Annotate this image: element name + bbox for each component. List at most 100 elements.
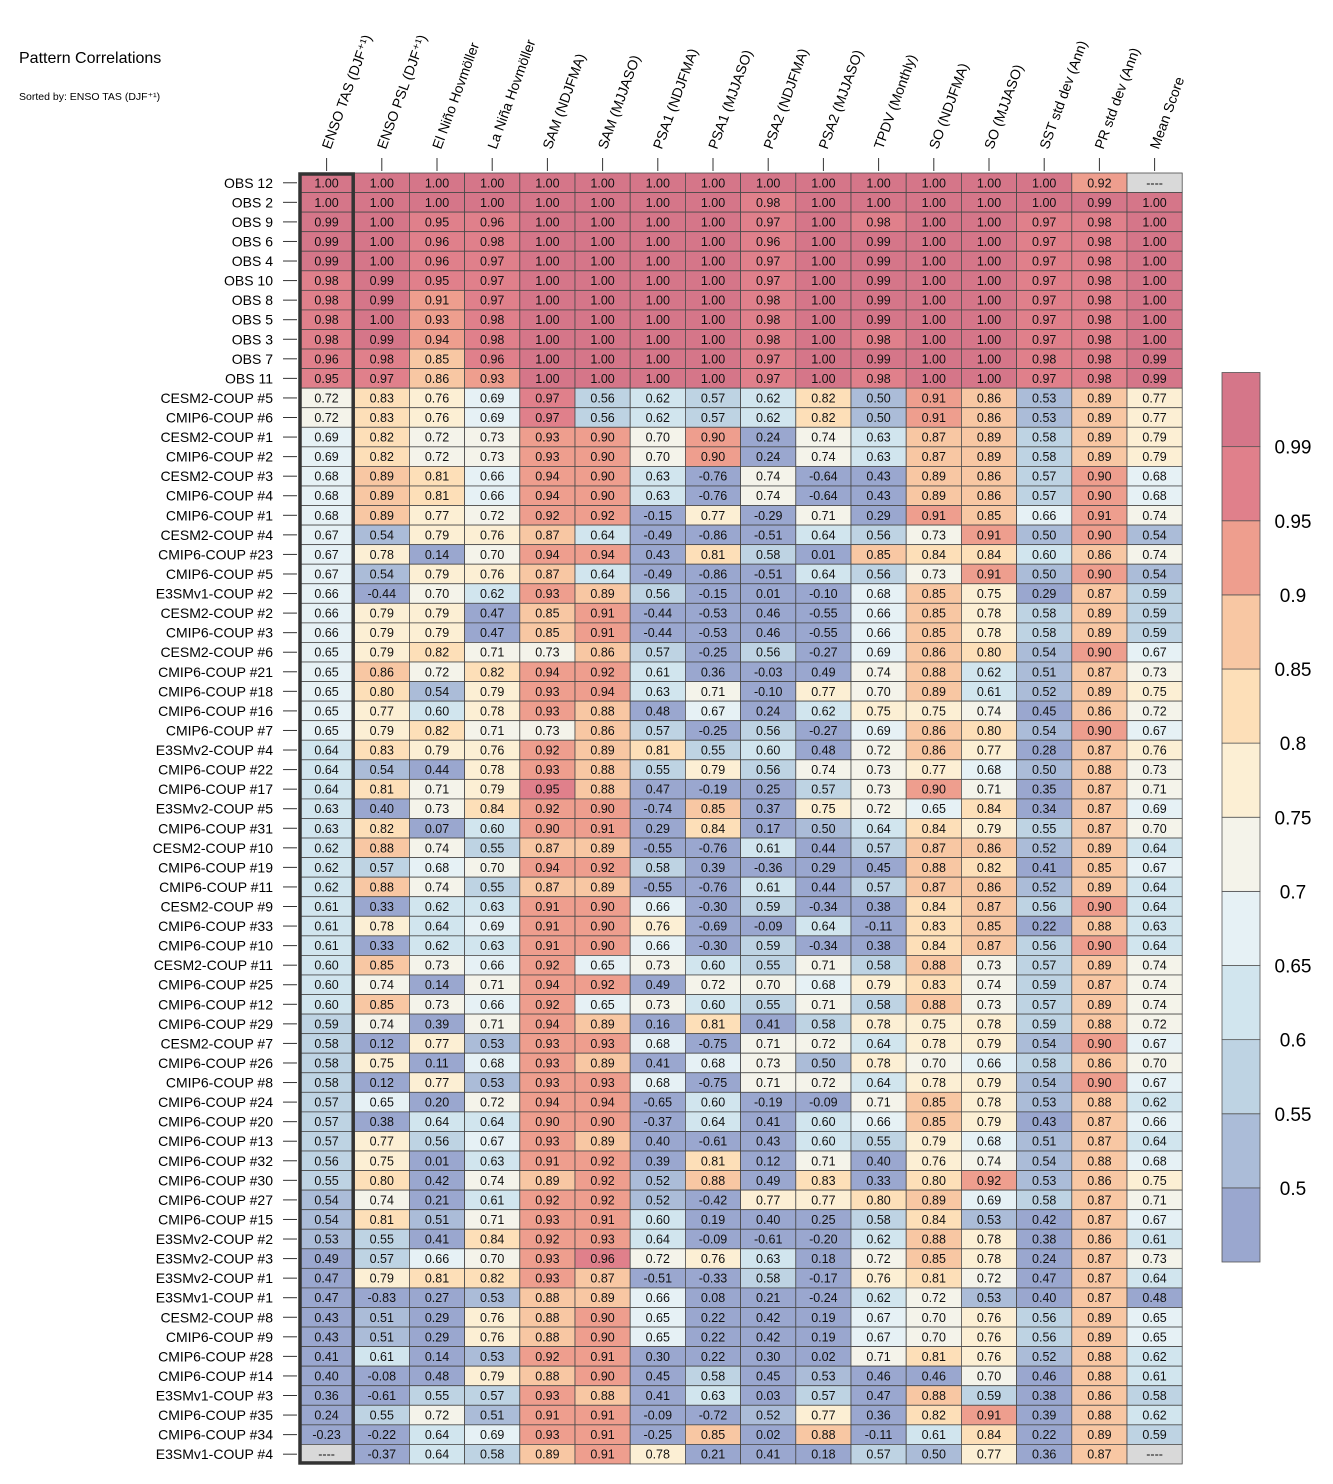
cell-value-label: 0.60 <box>480 822 504 836</box>
cell-value-label: 0.88 <box>590 1389 614 1403</box>
row-label: E3SMv2-COUP #4 <box>156 742 273 758</box>
cell-value-label: 0.96 <box>425 235 449 249</box>
cell-value-label: 0.73 <box>756 1056 780 1070</box>
cell-value-label: 0.58 <box>314 1076 338 1090</box>
cell-value-label: 0.86 <box>590 646 614 660</box>
cell-value-label: 0.89 <box>977 450 1001 464</box>
cell-value-label: 1.00 <box>1142 255 1166 269</box>
row-label: CMIP6-COUP #5 <box>166 566 273 582</box>
cell-value-label: 0.54 <box>314 1213 338 1227</box>
cell-value-label: 1.00 <box>535 313 559 327</box>
cell-value-label: 1.00 <box>1142 196 1166 210</box>
heatmap-cell <box>1126 1444 1183 1465</box>
cell-value-label: 0.87 <box>1087 1115 1111 1129</box>
cell-value-label: -0.15 <box>699 587 728 601</box>
cell-value-label: 1.00 <box>590 274 614 288</box>
cell-value-label: 0.87 <box>1087 802 1111 816</box>
cell-value-label: 0.97 <box>756 215 780 229</box>
cell-value-label: 0.30 <box>756 1350 780 1364</box>
cell-value-label: 0.97 <box>1032 255 1056 269</box>
cell-value-label: 0.99 <box>866 294 890 308</box>
cell-value-label: 0.45 <box>646 1369 670 1383</box>
cell-value-label: 0.01 <box>811 548 835 562</box>
cell-value-label: 0.25 <box>756 783 780 797</box>
colorbar-tick-label: 0.5 <box>1280 1179 1306 1200</box>
cell-value-label: 0.49 <box>646 978 670 992</box>
cell-value-label: 0.01 <box>425 1154 449 1168</box>
cell-value-label: 0.57 <box>866 1448 890 1462</box>
cell-value-label: -0.25 <box>644 1428 673 1442</box>
cell-value-label: 0.98 <box>314 274 338 288</box>
cell-value-label: 0.70 <box>922 1330 946 1344</box>
cell-value-label: 0.82 <box>480 665 504 679</box>
cell-value-label: 0.88 <box>1087 1017 1111 1031</box>
cell-value-label: -0.53 <box>699 626 728 640</box>
cell-value-label: 0.61 <box>922 1428 946 1442</box>
cell-value-label: 0.68 <box>977 1135 1001 1149</box>
cell-value-label: 1.00 <box>535 372 559 386</box>
cell-value-label: 0.73 <box>922 567 946 581</box>
cell-value-label: -0.23 <box>312 1428 341 1442</box>
column-label: PR std dev (Ann) <box>1091 45 1142 151</box>
colorbar-segment <box>1221 816 1261 892</box>
cell-value-label: 0.66 <box>314 587 338 601</box>
cell-value-label: 0.21 <box>756 1291 780 1305</box>
cell-value-label: ---- <box>1146 176 1163 190</box>
cell-value-label: 0.57 <box>811 783 835 797</box>
cell-value-label: 0.16 <box>646 1017 670 1031</box>
cell-value-label: 0.91 <box>535 920 559 934</box>
cell-value-label: 0.52 <box>756 1409 780 1423</box>
row-label: OBS 2 <box>232 194 273 210</box>
cell-value-label: 0.86 <box>977 470 1001 484</box>
cell-value-label: 0.64 <box>1142 841 1166 855</box>
cell-value-label: -0.17 <box>809 1272 838 1286</box>
cell-value-label: 0.40 <box>646 1135 670 1149</box>
cell-value-label: 0.71 <box>425 783 449 797</box>
cell-value-label: 0.67 <box>866 1330 890 1344</box>
cell-value-label: -0.44 <box>644 626 673 640</box>
row-label: CMIP6-COUP #11 <box>159 879 273 895</box>
cell-value-label: 0.81 <box>425 470 449 484</box>
cell-value-label: 0.62 <box>314 861 338 875</box>
cell-value-label: -0.27 <box>809 646 838 660</box>
cell-value-label: 0.74 <box>1142 509 1166 523</box>
cell-value-label: 0.90 <box>535 822 559 836</box>
cell-value-label: 0.76 <box>480 528 504 542</box>
cell-value-label: 0.84 <box>977 1428 1001 1442</box>
cell-value-label: 0.71 <box>480 646 504 660</box>
cell-value-label: 0.63 <box>480 900 504 914</box>
cell-value-label: 0.88 <box>590 763 614 777</box>
cell-value-label: 0.54 <box>1032 1154 1056 1168</box>
cell-value-label: 0.19 <box>701 1213 725 1227</box>
cell-value-label: 0.43 <box>756 1135 780 1149</box>
cell-value-label: 0.98 <box>1087 333 1111 347</box>
cell-value-label: 0.63 <box>866 450 890 464</box>
cell-value-label: -0.22 <box>368 1428 397 1442</box>
cell-value-label: 0.89 <box>922 1193 946 1207</box>
cell-value-label: 0.68 <box>314 470 338 484</box>
cell-value-label: 1.00 <box>535 176 559 190</box>
cell-value-label: 0.98 <box>866 333 890 347</box>
row-label: CMIP6-COUP #21 <box>158 664 273 680</box>
cell-value-label: 0.71 <box>1142 783 1166 797</box>
column-label: SST std dev (Ann) <box>1036 38 1090 151</box>
sort-column-highlight <box>298 172 355 1465</box>
cell-value-label: 0.55 <box>866 1135 890 1149</box>
cell-value-label: 0.63 <box>756 1252 780 1266</box>
cell-value-label: 0.22 <box>701 1311 725 1325</box>
cell-value-label: 0.92 <box>590 1174 614 1188</box>
cell-value-label: 0.68 <box>480 1056 504 1070</box>
cell-value-label: 0.88 <box>1087 763 1111 777</box>
cell-value-label: 0.57 <box>314 1115 338 1129</box>
cell-value-label: 1.00 <box>646 196 670 210</box>
cell-value-label: 0.93 <box>535 1076 559 1090</box>
cell-value-label: 0.89 <box>590 1291 614 1305</box>
row-label: CMIP6-COUP #3 <box>166 625 273 641</box>
cell-value-label: 0.89 <box>590 744 614 758</box>
cell-value-label: 0.80 <box>866 1193 890 1207</box>
cell-value-label: 1.00 <box>590 313 614 327</box>
cell-value-label: 0.66 <box>480 998 504 1012</box>
cell-value-label: 0.56 <box>425 1135 449 1149</box>
cell-value-label: 0.57 <box>701 411 725 425</box>
cell-value-label: 0.99 <box>1087 196 1111 210</box>
